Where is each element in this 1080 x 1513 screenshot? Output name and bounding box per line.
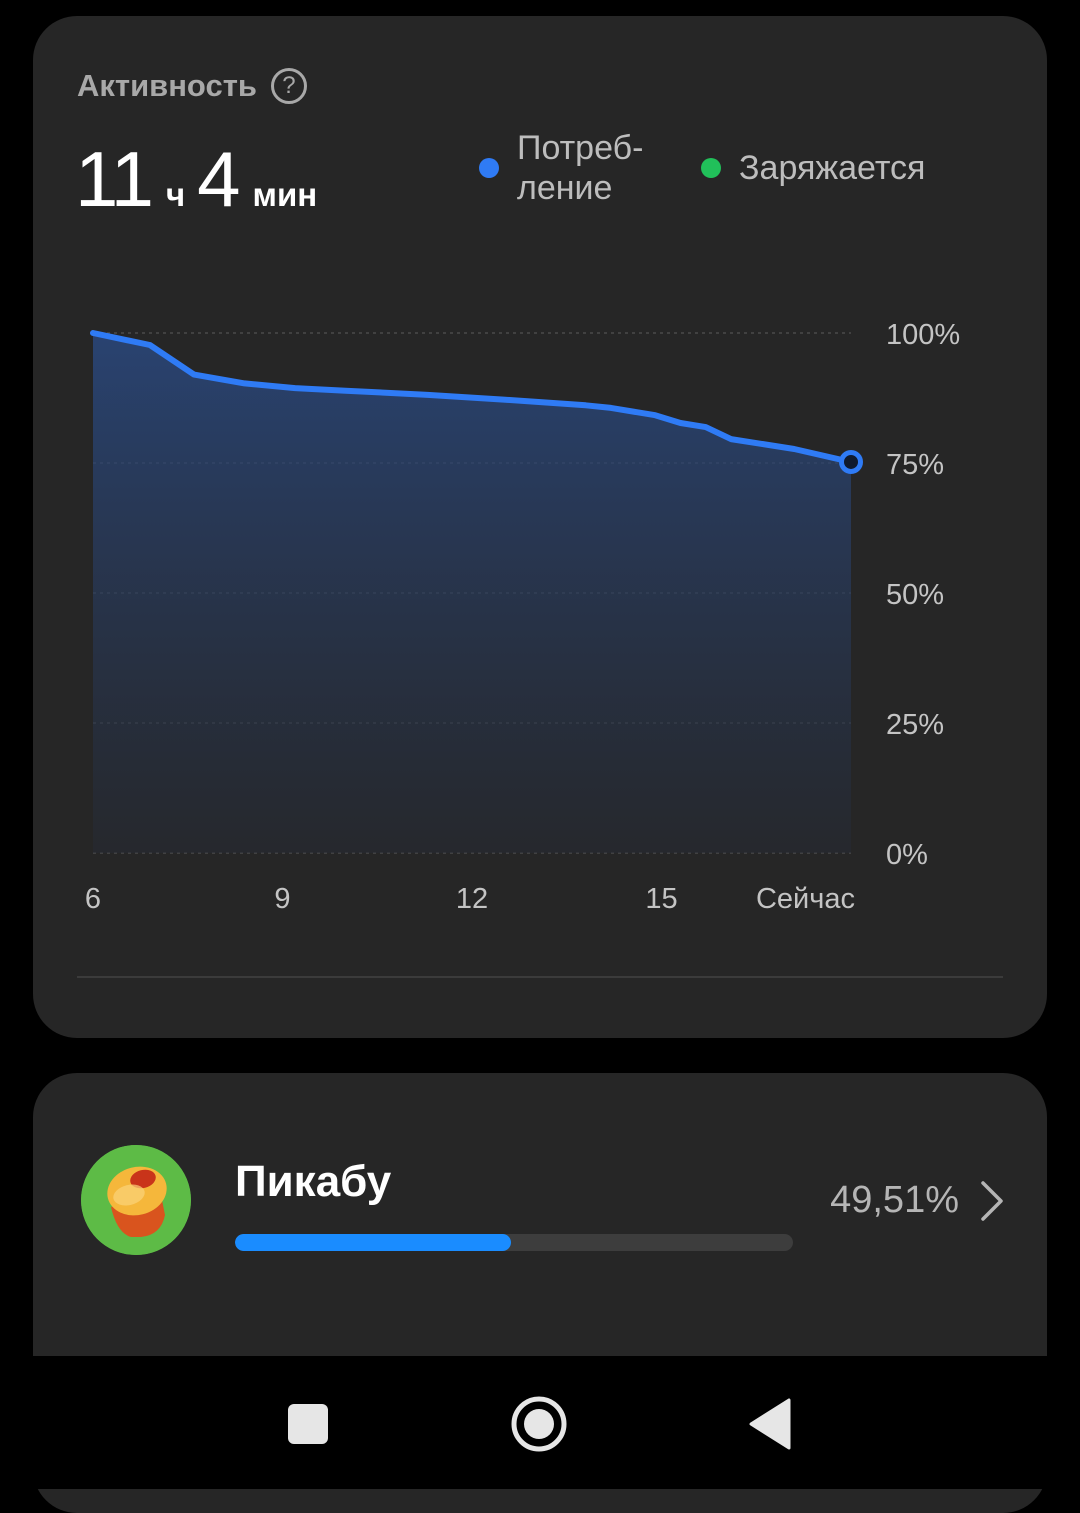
duration-minutes-unit: мин — [252, 176, 318, 213]
pikabu-logo-icon — [81, 1145, 191, 1255]
activity-title: Активность — [77, 68, 257, 103]
usage-progress-fill — [235, 1234, 512, 1251]
legend-label-consumption: Потреб- ление — [517, 129, 644, 207]
x-tick-label: 9 — [274, 883, 290, 915]
x-tick-label: 15 — [645, 883, 677, 915]
legend-label-charging: Заряжается — [739, 149, 926, 187]
y-tick-label: 25% — [886, 709, 944, 741]
duration-hours: 11 — [75, 135, 154, 223]
x-tick-label: Сейчас — [756, 883, 855, 915]
duration-hours-unit: ч — [165, 176, 186, 213]
divider — [77, 976, 1003, 978]
activity-card: Активность ? 11 ч 4 мин Потреб- ление За… — [33, 16, 1047, 1038]
pikabu-app-icon — [81, 1145, 191, 1255]
legend-dot-charging — [701, 158, 721, 178]
usage-duration: 11 ч 4 мин — [75, 134, 329, 225]
help-glyph: ? — [282, 72, 296, 99]
circle-home-icon[interactable] — [509, 1394, 569, 1454]
battery-chart: 100% 75% 50% 25% 0% 6 9 12 15 Сейчас — [85, 319, 960, 915]
y-tick-label: 0% — [886, 839, 928, 871]
activity-header: Активность ? — [77, 68, 307, 104]
app-name: Пикабу — [235, 1157, 392, 1206]
square-icon[interactable] — [278, 1394, 338, 1454]
triangle-back-icon[interactable] — [741, 1394, 801, 1454]
y-tick-label: 75% — [886, 449, 944, 481]
legend-consumption: Потреб- ление — [479, 128, 643, 208]
current-point-marker — [839, 449, 863, 474]
series-line — [90, 330, 854, 465]
chevron-right-icon[interactable] — [977, 1179, 1007, 1223]
usage-progress-bar — [235, 1234, 793, 1251]
navigation-bar — [0, 1356, 1080, 1489]
help-icon[interactable]: ? — [270, 68, 307, 104]
app-usage-percent: 49,51% — [830, 1179, 959, 1221]
x-tick-label: 6 — [85, 883, 101, 915]
legend-dot-consumption — [479, 158, 499, 178]
y-tick-label: 100% — [886, 319, 960, 351]
duration-minutes: 4 — [197, 135, 240, 223]
y-tick-label: 50% — [886, 579, 944, 611]
x-tick-label: 12 — [456, 883, 488, 915]
series-area — [93, 333, 851, 853]
legend-charging: Заряжается — [701, 148, 925, 188]
